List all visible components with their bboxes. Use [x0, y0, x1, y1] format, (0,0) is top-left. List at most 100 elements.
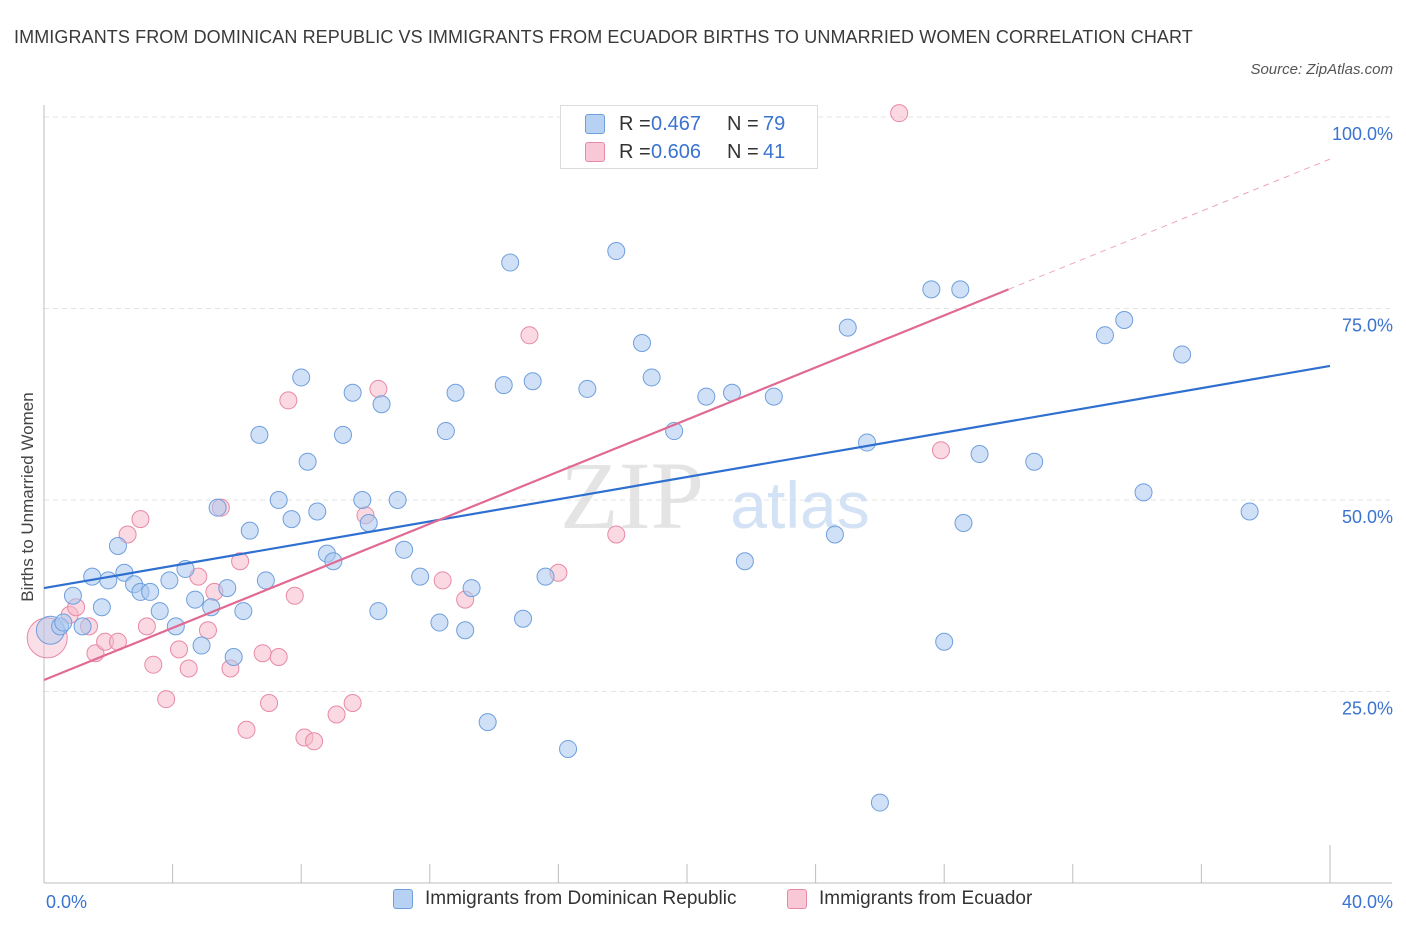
- ecuador-point: [118, 525, 137, 544]
- ecuador-point: [520, 326, 539, 345]
- source-label: Source: ZipAtlas.com: [1250, 61, 1393, 78]
- dominican-point: [735, 552, 754, 571]
- ecuador-point: [260, 693, 279, 712]
- dominican-point: [83, 567, 102, 586]
- ecuador-point: [198, 621, 217, 640]
- legend-swatch-dominican: [393, 889, 413, 909]
- ecuador-point: [279, 391, 298, 410]
- ecuador-point: [327, 705, 346, 724]
- dominican-point: [462, 579, 481, 598]
- dominican-point: [234, 602, 253, 621]
- dominican-point: [224, 648, 243, 667]
- ecuador-point: [253, 644, 272, 663]
- legend-r-label: R =: [619, 140, 651, 163]
- ecuador-point: [179, 659, 198, 678]
- legend-item-ecuador[interactable]: Immigrants from Ecuador: [787, 888, 1032, 910]
- legend-row-ecuador: R = 0.606 N = 41: [585, 139, 785, 165]
- dominican-point: [764, 387, 783, 406]
- x-tick-label: 0.0%: [46, 892, 87, 912]
- legend-label-dominican: Immigrants from Dominican Republic: [425, 888, 737, 909]
- dominican-point: [333, 425, 352, 444]
- dominican-point: [359, 513, 378, 532]
- legend-item-dominican[interactable]: Immigrants from Dominican Republic: [393, 888, 737, 910]
- dominican-point: [494, 376, 513, 395]
- dominican-point: [870, 793, 889, 812]
- ecuador-trend-line: [43, 288, 1009, 682]
- dominican-point: [1115, 310, 1134, 329]
- legend-swatch-dominican: [585, 114, 605, 134]
- ecuador-point: [137, 617, 156, 636]
- dominican-point: [298, 452, 317, 471]
- legend-n-label: N =: [727, 140, 759, 163]
- legend-n-value: 79: [763, 112, 786, 135]
- legend-row-dominican: R = 0.467 N = 79: [585, 111, 785, 137]
- dominican-point: [108, 536, 127, 555]
- dominican-point: [343, 383, 362, 402]
- x-tick-labels: 0.0% 40.0%: [46, 892, 1393, 912]
- ecuador-point: [170, 640, 189, 659]
- legend-r-value: 0.467: [651, 112, 702, 135]
- y-tick-label: 25.0%: [1342, 699, 1393, 719]
- ecuador-point: [157, 690, 176, 709]
- dominican-point: [218, 579, 237, 598]
- dominican-point: [208, 498, 227, 517]
- dominican-point: [282, 510, 301, 529]
- dominican-point: [536, 567, 555, 586]
- dominican-point: [388, 491, 407, 509]
- dominican-point: [523, 372, 542, 391]
- dominican-point: [1134, 483, 1153, 502]
- dominican-point: [353, 491, 372, 509]
- y-tick-labels: 25.0% 50.0% 75.0% 100.0%: [1332, 124, 1393, 719]
- chart-title: IMMIGRANTS FROM DOMINICAN REPUBLIC VS IM…: [14, 27, 1193, 47]
- dominican-point: [514, 609, 533, 628]
- dominican-point: [922, 280, 941, 299]
- legend-swatch-ecuador: [585, 142, 605, 162]
- ecuador-point: [237, 720, 256, 739]
- dominican-point: [578, 379, 597, 398]
- dominican-point: [269, 491, 288, 509]
- dominican-point: [1025, 452, 1044, 471]
- ecuador-point: [305, 732, 324, 751]
- dominican-point: [456, 621, 475, 640]
- dominican-point: [697, 387, 716, 406]
- dominican-point: [1173, 345, 1192, 364]
- legend-n-value: 41: [763, 140, 786, 163]
- y-tick-label: 75.0%: [1342, 316, 1393, 336]
- dominican-point: [1240, 502, 1259, 521]
- dominican-point: [446, 383, 465, 402]
- ecuador-point: [890, 104, 909, 123]
- dominican-point: [99, 571, 118, 590]
- dominican-point: [858, 433, 877, 452]
- dominican-point: [951, 280, 970, 299]
- ecuador-point: [343, 693, 362, 712]
- dominican-point: [63, 586, 82, 605]
- series-legend: Immigrants from Dominican Republic Immig…: [0, 888, 1406, 916]
- legend-r-value: 0.606: [651, 140, 702, 163]
- dominican-point: [54, 613, 73, 632]
- watermark-atlas: atlas: [730, 468, 869, 542]
- dominican-point: [250, 425, 269, 444]
- dominican-point: [256, 571, 275, 590]
- dominican-point: [838, 318, 857, 337]
- dominican-point: [607, 242, 626, 261]
- ecuador-point: [931, 441, 950, 460]
- dominican-point: [395, 540, 414, 559]
- dominican-point: [632, 333, 651, 352]
- dominican-point: [436, 422, 455, 441]
- dominican-point: [935, 632, 954, 651]
- y-tick-label: 100.0%: [1332, 124, 1393, 144]
- dominican-point: [92, 598, 111, 617]
- dominican-point: [192, 636, 211, 655]
- dominican-trend-line: [43, 364, 1331, 590]
- legend-r-label: R =: [619, 112, 651, 135]
- dominican-point: [240, 521, 259, 540]
- ecuador-point: [433, 571, 452, 590]
- ecuador-point: [607, 525, 626, 544]
- dominican-point: [954, 513, 973, 532]
- ecuador-point: [269, 648, 288, 667]
- dominican-point: [825, 525, 844, 544]
- series-ecuador-points: [26, 104, 950, 751]
- dominican-point: [150, 602, 169, 621]
- dominican-point: [160, 571, 179, 590]
